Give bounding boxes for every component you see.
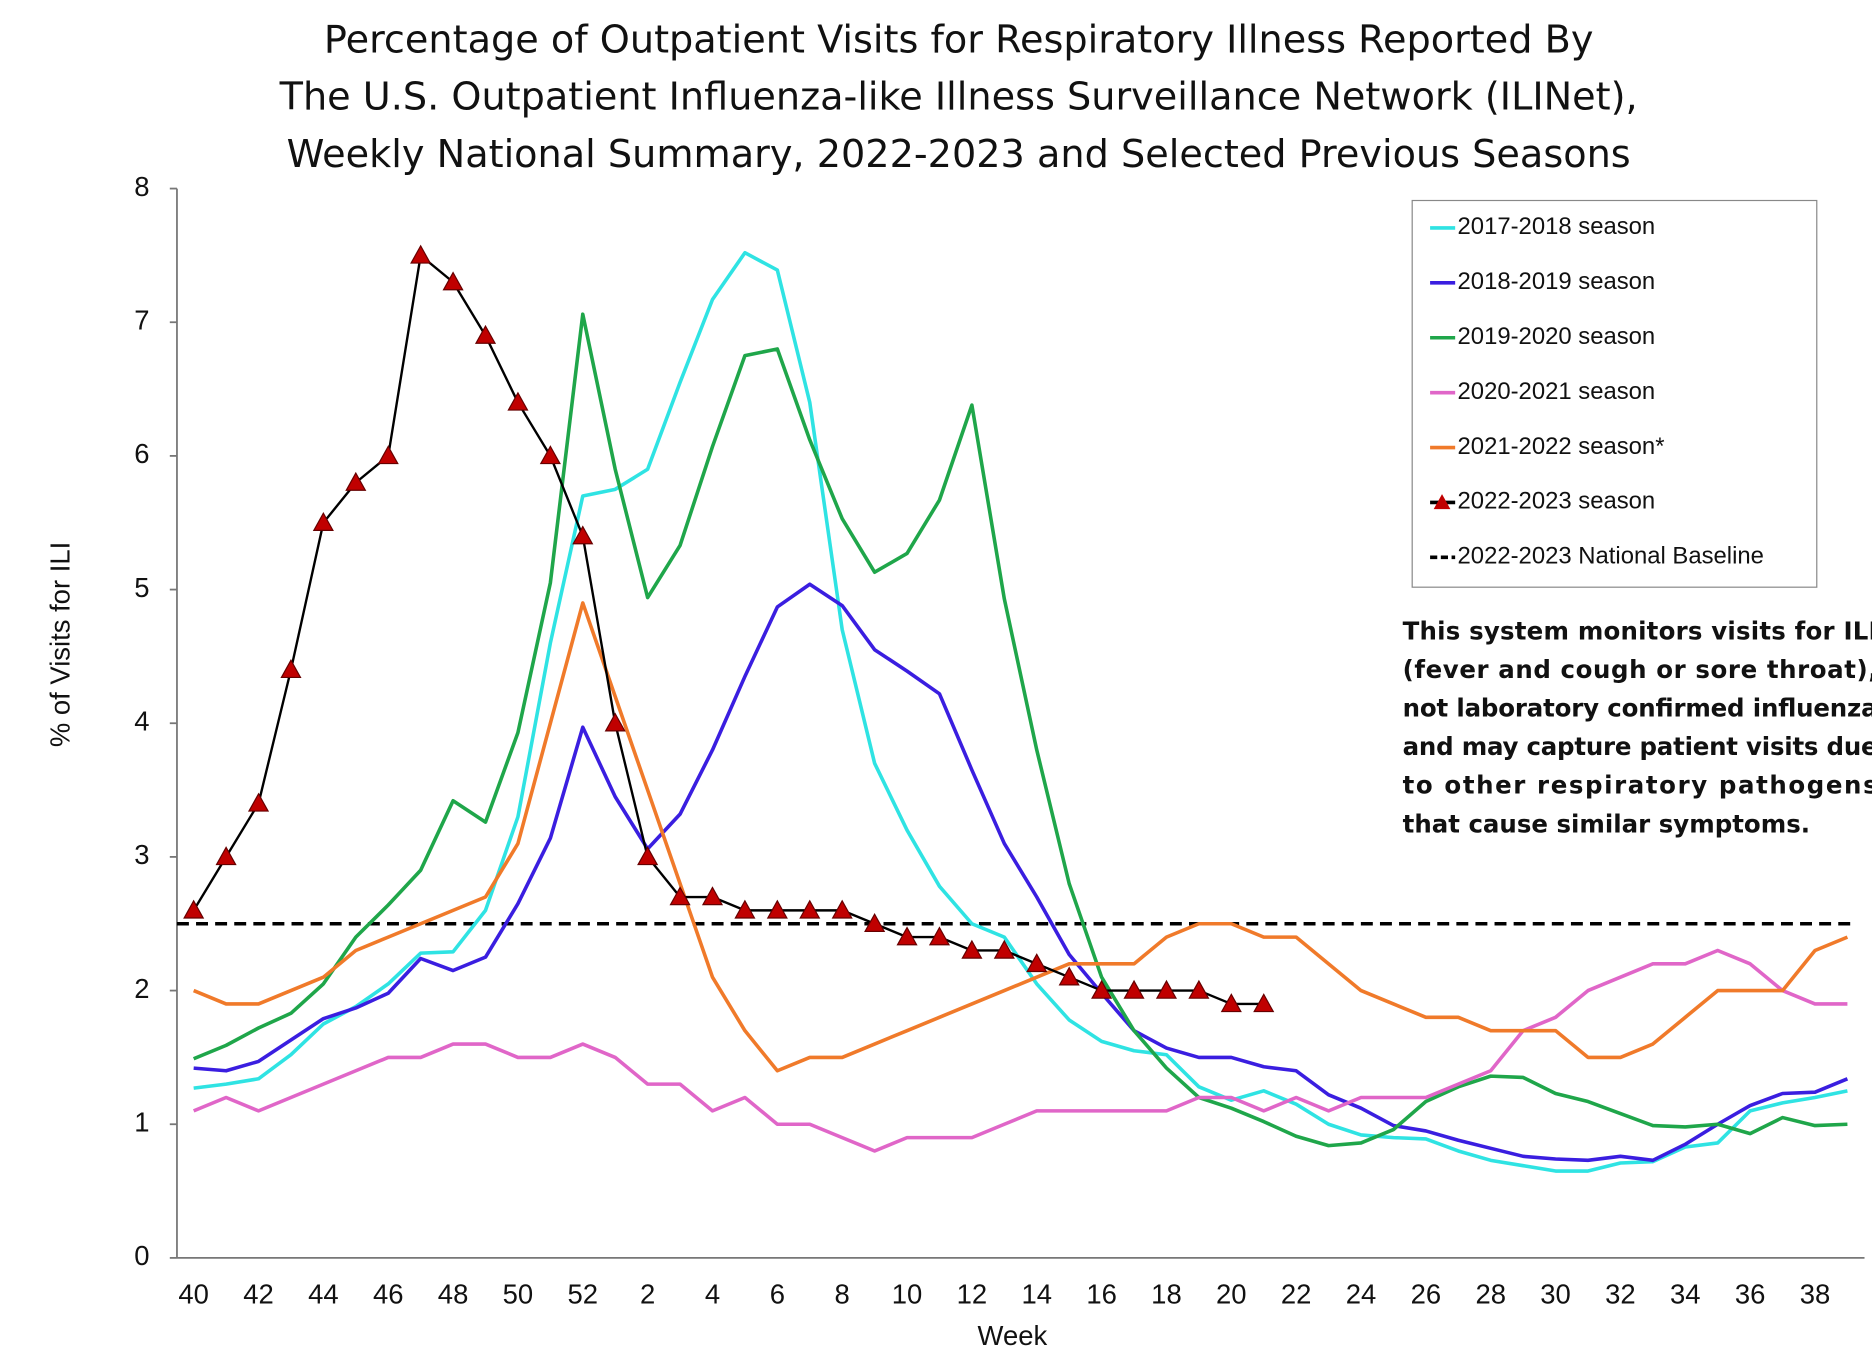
- data-point: [442, 271, 464, 291]
- note-text: to other respiratory pathogens: [1403, 771, 1872, 800]
- x-tick-label: 2: [640, 1278, 655, 1309]
- note-text: and may capture patient visits due: [1403, 732, 1872, 761]
- chart-title: Percentage of Outpatient Visits for Resp…: [324, 18, 1594, 62]
- chart-title: The U.S. Outpatient Influenza-like Illne…: [279, 76, 1638, 120]
- data-point: [766, 899, 788, 919]
- data-point: [1220, 993, 1242, 1013]
- series-line: [193, 250, 1848, 1173]
- data-point: [637, 846, 659, 866]
- x-tick-label: 24: [1346, 1278, 1377, 1309]
- x-tick-label: 18: [1151, 1278, 1182, 1309]
- x-tick-label: 50: [503, 1278, 534, 1309]
- data-point: [799, 899, 821, 919]
- legend-label: 2022-2023 National Baseline: [1458, 543, 1764, 570]
- y-tick-label: 1: [134, 1106, 149, 1137]
- y-tick-label: 5: [134, 572, 149, 603]
- x-tick-label: 14: [1021, 1278, 1052, 1309]
- y-axis-label: % of Visits for ILI: [45, 542, 76, 747]
- data-point: [280, 658, 302, 679]
- data-point: [507, 391, 529, 411]
- data-point: [701, 886, 724, 906]
- x-tick-label: 36: [1735, 1278, 1766, 1309]
- data-point: [345, 471, 367, 491]
- x-tick-label: 30: [1540, 1278, 1571, 1309]
- data-point: [1091, 979, 1113, 999]
- data-point: [896, 926, 918, 946]
- data-point: [669, 886, 691, 906]
- x-tick-label: 10: [892, 1278, 923, 1309]
- y-tick-label: 6: [134, 438, 149, 469]
- x-tick-label: 48: [438, 1278, 469, 1309]
- data-point: [1253, 993, 1275, 1013]
- y-tick-label: 7: [134, 304, 149, 335]
- data-point: [377, 445, 399, 465]
- y-tick-label: 8: [134, 171, 149, 202]
- data-point: [215, 846, 237, 866]
- series-line: [192, 312, 1848, 1148]
- y-tick-label: 4: [134, 705, 149, 736]
- data-point: [572, 525, 594, 545]
- series-line: [192, 601, 1849, 1073]
- x-tick-label: 46: [373, 1278, 404, 1309]
- data-point: [247, 792, 270, 812]
- legend-marker: [1433, 494, 1451, 510]
- chart-title: Weekly National Summary, 2022-2023 and S…: [287, 133, 1631, 177]
- note-text: (fever and cough or sore throat),: [1403, 655, 1872, 684]
- x-tick-label: 26: [1411, 1278, 1442, 1309]
- x-tick-label: 42: [243, 1278, 274, 1309]
- x-tick-label: 20: [1216, 1278, 1247, 1309]
- data-point: [410, 244, 432, 264]
- x-axis-label: Week: [978, 1320, 1048, 1351]
- legend-label: 2022-2023 season: [1458, 488, 1656, 515]
- x-tick-label: 44: [308, 1278, 339, 1309]
- legend-box: [1411, 199, 1818, 588]
- data-point: [1026, 953, 1048, 973]
- x-tick-label: 34: [1670, 1278, 1701, 1309]
- data-point: [1155, 979, 1178, 999]
- data-point: [864, 912, 886, 932]
- x-tick-label: 32: [1605, 1278, 1636, 1309]
- data-point: [961, 939, 983, 959]
- y-tick-label: 2: [134, 973, 149, 1004]
- series-line: [192, 254, 1264, 1006]
- x-tick-label: 6: [770, 1278, 785, 1309]
- y-tick-label: 0: [134, 1240, 149, 1271]
- note-text: This system monitors visits for ILI: [1403, 617, 1872, 646]
- data-point: [312, 511, 334, 531]
- data-point: [1058, 966, 1080, 986]
- x-tick-label: 12: [957, 1278, 988, 1309]
- data-point: [993, 939, 1015, 959]
- x-tick-label: 22: [1281, 1278, 1312, 1309]
- legend-label: 2018-2019 season: [1458, 268, 1656, 295]
- data-point: [1123, 979, 1145, 999]
- data-point: [539, 445, 561, 465]
- legend-label: 2020-2021 season: [1458, 378, 1656, 405]
- data-point: [474, 324, 497, 344]
- x-tick-label: 52: [568, 1278, 599, 1309]
- data-point: [1188, 979, 1210, 999]
- x-tick-label: 40: [178, 1278, 209, 1309]
- legend-label: 2017-2018 season: [1458, 213, 1656, 240]
- data-point: [604, 712, 626, 732]
- series-line: [192, 948, 1848, 1153]
- x-tick-label: 28: [1475, 1278, 1506, 1309]
- data-point: [183, 899, 205, 919]
- data-point: [734, 899, 756, 919]
- data-point: [928, 926, 951, 946]
- legend-label: 2019-2020 season: [1458, 323, 1656, 350]
- x-tick-label: 38: [1800, 1278, 1831, 1309]
- legend-label: 2021-2022 season*: [1458, 433, 1665, 460]
- y-tick-label: 3: [134, 839, 149, 870]
- note-text: that cause similar symptoms.: [1403, 809, 1810, 838]
- x-tick-label: 4: [705, 1278, 720, 1309]
- series-line: [193, 582, 1849, 1163]
- x-tick-label: 16: [1086, 1278, 1117, 1309]
- x-tick-label: 8: [835, 1278, 850, 1309]
- data-point: [831, 899, 853, 919]
